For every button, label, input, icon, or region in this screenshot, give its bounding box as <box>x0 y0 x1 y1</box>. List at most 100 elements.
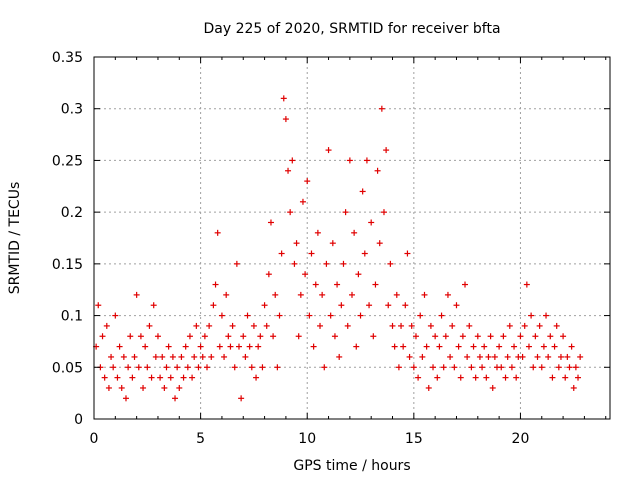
data-point <box>351 229 358 236</box>
data-point <box>163 364 170 371</box>
data-point <box>434 374 441 381</box>
data-point <box>152 353 159 360</box>
data-point <box>560 333 567 340</box>
y-tick-labels: 0 0.05 0.1 0.15 0.2 0.25 0.3 0.35 <box>52 50 83 428</box>
data-point <box>472 374 479 381</box>
y-tick-label: 0.05 <box>52 360 83 376</box>
data-point <box>519 353 526 360</box>
data-point <box>186 333 193 340</box>
data-point <box>557 353 564 360</box>
data-point <box>410 364 417 371</box>
data-point <box>216 343 223 350</box>
data-point <box>476 353 483 360</box>
data-point <box>206 322 213 329</box>
data-point <box>329 240 336 247</box>
data-point <box>178 353 185 360</box>
data-point <box>302 271 309 278</box>
data-point <box>406 353 413 360</box>
data-point <box>376 240 383 247</box>
data-point <box>319 291 326 298</box>
data-point <box>577 353 584 360</box>
data-point <box>244 312 251 319</box>
data-point <box>285 167 292 174</box>
data-point <box>176 384 183 391</box>
data-point <box>257 333 264 340</box>
data-point <box>184 364 191 371</box>
data-point <box>551 343 558 350</box>
data-point <box>380 209 387 216</box>
data-point <box>368 219 375 226</box>
data-point <box>349 291 355 298</box>
data-point <box>408 322 415 329</box>
data-point <box>148 374 155 381</box>
data-point <box>122 395 129 402</box>
data-point <box>342 209 349 216</box>
data-point <box>295 333 302 340</box>
data-point <box>99 333 106 340</box>
data-point <box>498 364 505 371</box>
data-point <box>425 384 432 391</box>
data-point <box>278 250 285 257</box>
data-point <box>479 364 486 371</box>
data-point <box>312 281 319 288</box>
axis-ticks <box>93 56 610 420</box>
data-point <box>282 116 289 123</box>
data-point <box>444 291 451 298</box>
y-tick-label: 0.15 <box>52 257 83 273</box>
data-point <box>453 302 460 309</box>
data-point <box>336 353 343 360</box>
data-point <box>491 353 498 360</box>
data-point <box>464 353 471 360</box>
data-point <box>334 281 341 288</box>
data-point <box>540 343 547 350</box>
data-point <box>395 364 402 371</box>
data-point <box>404 250 411 257</box>
data-point <box>508 364 515 371</box>
data-point <box>197 343 204 350</box>
data-point <box>481 343 488 350</box>
data-point <box>327 312 334 319</box>
data-point <box>112 312 119 319</box>
data-point <box>440 364 447 371</box>
x-tick-label: 5 <box>196 431 205 447</box>
data-point <box>389 322 396 329</box>
data-point <box>248 364 255 371</box>
data-point <box>159 353 166 360</box>
data-point <box>182 343 189 350</box>
data-point <box>391 343 398 350</box>
data-point <box>304 178 311 185</box>
y-axis-label: SRMTID / TECUs <box>7 182 23 295</box>
data-point <box>370 333 377 340</box>
data-point <box>387 260 394 267</box>
data-point <box>233 260 240 267</box>
data-point <box>359 188 366 195</box>
data-point <box>449 322 456 329</box>
data-points <box>93 95 584 402</box>
data-point <box>204 364 211 371</box>
data-point <box>314 229 321 236</box>
data-point <box>378 105 385 112</box>
data-point <box>353 343 360 350</box>
data-point <box>338 302 345 309</box>
x-tick-label: 0 <box>90 431 99 447</box>
data-point <box>246 343 253 350</box>
data-point <box>120 353 127 360</box>
data-point <box>504 353 511 360</box>
data-point <box>455 343 462 350</box>
data-point <box>212 281 219 288</box>
y-tick-label: 0.25 <box>52 153 83 169</box>
data-point <box>259 364 266 371</box>
data-point <box>167 374 174 381</box>
data-point <box>415 374 422 381</box>
grid <box>94 57 610 419</box>
data-point <box>95 302 102 309</box>
data-point <box>250 322 257 329</box>
data-point <box>468 364 475 371</box>
data-point <box>572 364 579 371</box>
data-point <box>538 364 545 371</box>
data-point <box>210 302 217 309</box>
data-point <box>317 322 324 329</box>
data-point <box>547 333 554 340</box>
data-point <box>555 364 562 371</box>
